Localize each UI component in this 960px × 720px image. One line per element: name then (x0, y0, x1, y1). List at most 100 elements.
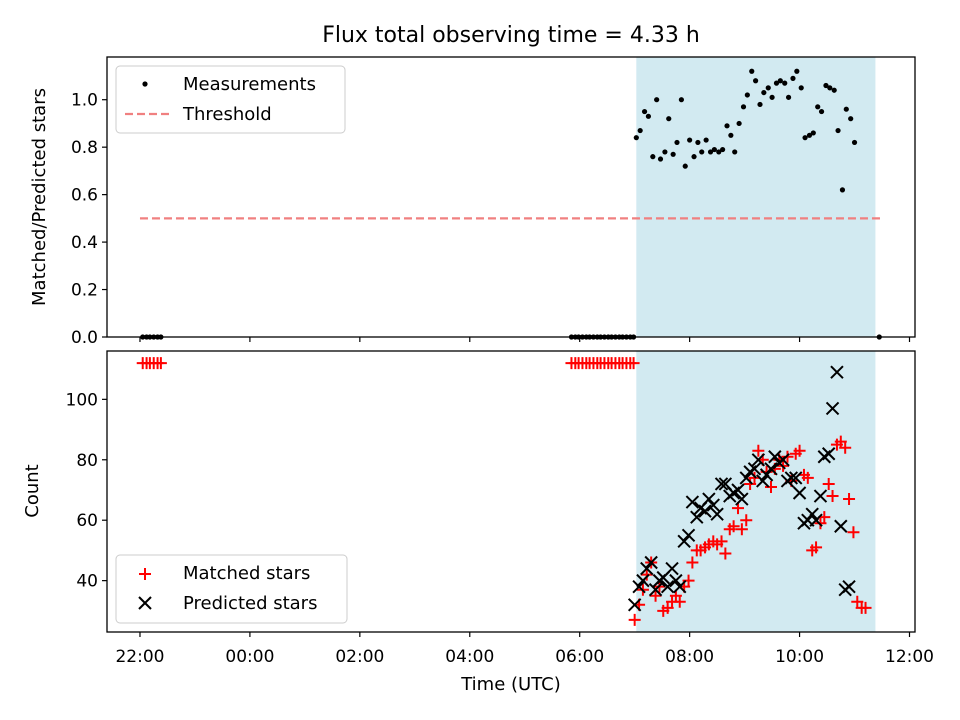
matched-star-point (735, 523, 748, 536)
measurement-point (785, 94, 792, 100)
measurement-point (782, 80, 788, 86)
predicted-star-point (702, 492, 716, 506)
top-y-axis: 0.0 0.2 0.4 0.6 0.8 1.0 (71, 91, 107, 348)
measurement-point (752, 78, 759, 84)
matched-star-point (715, 535, 728, 548)
y-tick-label: 100 (66, 390, 98, 410)
predicted-star-point (792, 486, 807, 500)
measurement-point (682, 163, 688, 169)
predicted-star-point (789, 471, 803, 485)
legend-threshold-label: Threshold (182, 104, 272, 125)
predicted-star-point (821, 447, 836, 461)
predicted-star-point (735, 492, 749, 506)
matched-star-point (847, 526, 860, 539)
measurement-point (798, 85, 804, 91)
measurement-point (757, 101, 763, 108)
measurement-point (666, 116, 672, 122)
bottom-legend-box (115, 554, 348, 624)
measurement-point (678, 97, 684, 103)
legend-matched-label: Matched stars (183, 563, 310, 584)
predicted-star-point (809, 513, 823, 527)
predicted-star-point (677, 534, 691, 549)
matched-star-point (810, 541, 823, 554)
top-observing-window (636, 57, 876, 337)
legend-matched-marker (139, 568, 151, 580)
measurement-point (790, 75, 796, 81)
chart-title: Flux total observing time = 4.33 h (322, 23, 700, 48)
matched-star-point (628, 613, 641, 626)
measurement-point (851, 139, 858, 146)
predicted-star-point (759, 468, 774, 482)
measurement-point (657, 156, 664, 162)
predicted-star-point (714, 477, 729, 491)
measurement-point (654, 97, 660, 103)
measurement-point (794, 68, 800, 74)
y-tick-label: 0.0 (71, 328, 98, 348)
measurement-point (773, 80, 780, 86)
measurement-point (674, 139, 680, 146)
legend-measurements-label: Measurements (183, 74, 316, 95)
x-tick-label: 22:00 (115, 647, 164, 667)
y-tick-label: 60 (76, 511, 98, 531)
predicted-star-point (784, 471, 799, 485)
predicted-star-point (731, 483, 745, 497)
y-tick-label: 0.6 (71, 186, 98, 206)
legend-measurements-marker (142, 81, 148, 87)
matched-star-point (673, 595, 686, 608)
measurement-point (823, 82, 829, 89)
measurement-point (633, 135, 639, 141)
measurement-point (699, 149, 705, 155)
measurement-point (707, 149, 714, 155)
predicted-star-point (698, 504, 712, 518)
matched-star-point (686, 556, 699, 569)
matched-star-point (154, 357, 167, 370)
y-tick-label: 40 (76, 572, 98, 592)
bottom-legend: Matched stars Predicted stars (115, 554, 348, 624)
bottom-y-axis: 40 60 80 100 (66, 390, 107, 592)
legend-predicted-marker (138, 596, 152, 610)
measurement-point (724, 123, 730, 129)
bottom-panel: 40 60 80 100 22:00 00:00 02:00 04:00 06:00 08:00… (22, 350, 934, 695)
predicted-star-point (756, 474, 770, 488)
top-x-ticks (139, 337, 911, 342)
measurement-point (711, 146, 717, 153)
predicted-star-point (825, 401, 840, 416)
matched-star-point (822, 477, 835, 490)
predicted-star-point (776, 453, 790, 467)
y-tick-label: 1.0 (71, 91, 98, 111)
matched-star-point (649, 589, 662, 602)
predicted-star-point (747, 462, 762, 476)
measurement-point (769, 94, 775, 100)
top-axes-frame (106, 56, 916, 338)
measurement-point (761, 89, 767, 96)
measurement-point (740, 104, 747, 110)
matched-star-point (859, 601, 872, 614)
bottom-x-axis: 22:00 00:00 02:00 04:00 06:00 08:00 10:00 12:00 (115, 632, 934, 667)
predicted-star-point (764, 462, 778, 476)
predicted-star-point (706, 498, 720, 512)
measurement-point (835, 127, 841, 134)
bottom-observing-window (636, 351, 876, 632)
top-legend-box (115, 65, 346, 134)
predicted-star-point (673, 579, 687, 594)
measurement-point (843, 106, 849, 112)
predicted-star-point (636, 573, 650, 588)
predicted-star-point (640, 561, 654, 576)
measurement-point (831, 87, 837, 93)
measurement-point (736, 120, 742, 127)
measurement-point (806, 132, 813, 138)
predicted-star-point (842, 579, 856, 594)
top-y-label: Matched/Predicted stars (29, 88, 50, 306)
bottom-y-label: Count (22, 464, 43, 517)
predicted-star-point (685, 495, 700, 509)
y-tick-label: 80 (76, 451, 98, 471)
matched-star-point (843, 493, 856, 506)
predicted-star-point (632, 579, 646, 594)
matched-star-point (851, 595, 864, 608)
matched-star-point (793, 444, 806, 457)
x-tick-label: 10:00 (775, 647, 824, 667)
measurement-point (827, 85, 833, 91)
matched-star-point (661, 601, 674, 614)
measurement-point (650, 154, 656, 160)
